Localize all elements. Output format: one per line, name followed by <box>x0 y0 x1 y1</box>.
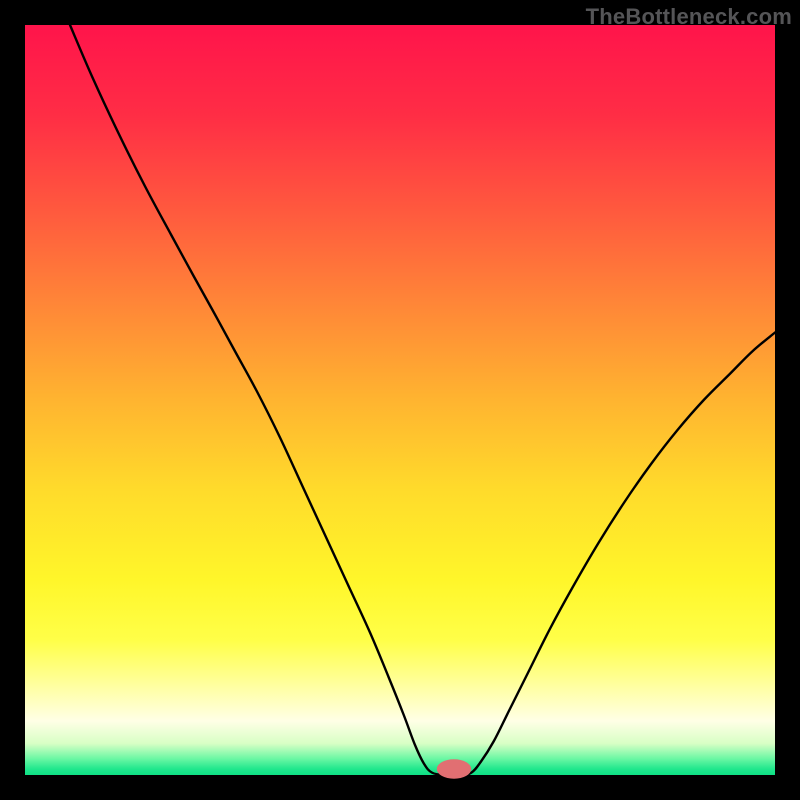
optimal-point-marker <box>437 759 472 779</box>
watermark-text: TheBottleneck.com <box>586 4 792 30</box>
bottleneck-chart <box>0 0 800 800</box>
chart-background <box>25 25 775 775</box>
